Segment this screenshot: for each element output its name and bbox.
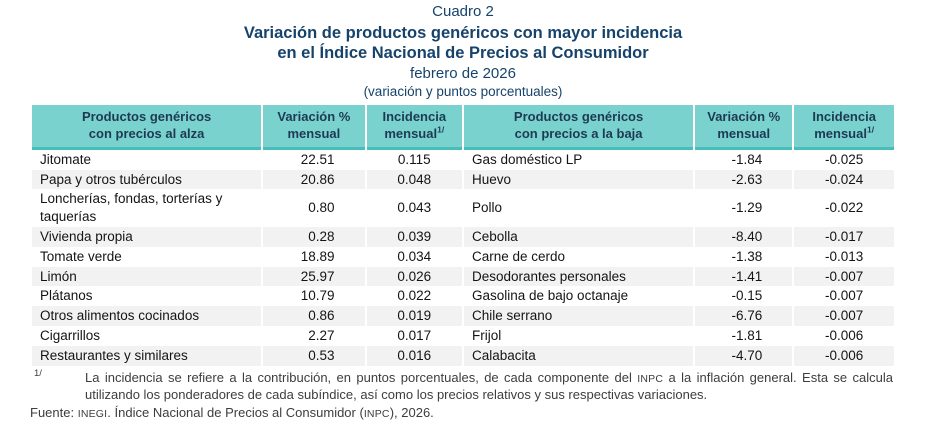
product-alza-cell: Limón — [32, 266, 262, 287]
page-title-line2: en el Índice Nacional de Precios al Cons… — [277, 44, 649, 63]
incidence-baja-cell: -0.007 — [825, 288, 864, 304]
incidence-baja-cell: -0.007 — [794, 306, 894, 326]
table-body: Jitomate 22.51 0.115 Gas doméstico LP -1.84 -… — [32, 150, 894, 366]
table-row: Otros alimentos cocinados 0.86 0.019 Chile … — [32, 306, 894, 326]
variation-alza-cell: 2.27 — [308, 328, 335, 343]
footnote-marker: 1/ — [34, 367, 42, 379]
incidence-baja-cell: -0.025 — [825, 151, 864, 167]
col-header-5: Incidencia mensual1/ — [794, 105, 894, 150]
variation-alza-cell: 20.86 — [263, 169, 365, 190]
incidence-alza-cell: 0.017 — [397, 328, 432, 343]
table-header: Productos genéricos con precios al alza Va… — [32, 105, 894, 150]
incidence-baja-cell: -0.006 — [794, 345, 894, 366]
col-header-4: Variación % mensual — [695, 105, 793, 150]
table-row: Papa y otros tubérculos 20.86 0.048 Huevo -2… — [32, 169, 894, 190]
incidence-baja-cell: -0.013 — [825, 248, 864, 264]
product-alza-cell: Jitomate — [40, 151, 92, 167]
product-baja-cell: Carne de cerdo — [471, 248, 566, 264]
incidence-baja-cell: -0.022 — [825, 200, 864, 216]
incidence-baja-cell: -0.024 — [794, 169, 894, 190]
page-title-line1: Variación de productos genéricos con may… — [243, 24, 683, 42]
variation-baja-cell: -4.70 — [695, 345, 793, 366]
incidence-alza-cell: 0.034 — [397, 248, 432, 264]
header-row: Productos genéricos con precios al alza Va… — [32, 105, 894, 150]
col-header-1: Variación % mensual — [263, 105, 365, 150]
variation-baja-cell: -0.15 — [731, 288, 763, 304]
product-baja-cell: Huevo — [463, 169, 694, 190]
product-alza-cell: Restaurantes y similares — [32, 345, 262, 366]
table-row: Cigarrillos 2.27 0.017 Frijol -1.81 -0.006 — [32, 326, 894, 346]
product-baja-cell: Pollo — [471, 200, 503, 216]
incidence-alza-cell: 0.043 — [397, 200, 432, 216]
product-baja-cell: Gasolina de bajo octanaje — [471, 288, 629, 304]
incidence-alza-cell: 0.026 — [366, 266, 462, 287]
incidence-alza-cell: 0.016 — [366, 345, 462, 366]
variation-alza-cell: 0.86 — [263, 306, 365, 326]
variation-baja-cell: -1.38 — [731, 248, 763, 264]
product-alza-cell: Vivienda propia — [32, 226, 262, 247]
product-alza-cell: Otros alimentos cocinados — [32, 306, 262, 326]
col-header-3: Productos genéricos con precios a la baja — [463, 105, 694, 150]
product-baja-cell: Gas doméstico LP — [471, 151, 583, 167]
table-row: Limón 25.97 0.026 Desodorantes personales -1… — [32, 266, 894, 287]
variation-alza-cell: 22.51 — [300, 151, 335, 167]
variation-alza-cell: 0.80 — [308, 200, 335, 216]
product-baja-cell: Calabacita — [463, 345, 694, 366]
variation-baja-cell: -2.63 — [695, 169, 793, 190]
incidence-baja-cell: -0.006 — [825, 328, 864, 343]
variation-baja-cell: -8.40 — [695, 226, 793, 247]
variation-baja-cell: -6.76 — [695, 306, 793, 326]
product-baja-cell: Chile serrano — [463, 306, 694, 326]
variation-alza-cell: 18.89 — [300, 248, 335, 264]
table-row: Jitomate 22.51 0.115 Gas doméstico LP -1.84 -… — [32, 150, 894, 170]
product-alza-cell: Loncherías, fondas, torterías y taquería… — [40, 191, 223, 225]
variation-baja-cell: -1.29 — [731, 200, 763, 216]
title-block: Cuadro 2 Variación de productos genérico… — [0, 0, 926, 100]
product-alza-cell: Tomate verde — [40, 248, 122, 264]
table-row: Plátanos 10.79 0.022 Gasolina de bajo octan… — [32, 286, 894, 306]
table-caption: Cuadro 2 — [432, 3, 494, 20]
incidence-alza-cell: 0.022 — [397, 288, 432, 304]
incidence-alza-cell: 0.019 — [366, 306, 462, 326]
source-line: Fuente: INEGI. Índice Nacional de Precio… — [30, 404, 434, 420]
variation-baja-cell: -1.84 — [731, 151, 763, 167]
table-row: Vivienda propia 0.28 0.039 Cebolla -8.40 -0.0… — [32, 226, 894, 247]
table-row: Tomate verde 18.89 0.034 Carne de cerdo -1.3… — [32, 247, 894, 267]
product-baja-cell: Cebolla — [463, 226, 694, 247]
product-alza-cell: Cigarrillos — [40, 328, 101, 343]
variation-alza-cell: 0.53 — [263, 345, 365, 366]
footnote-text: La incidencia se refiere a la contribuci… — [85, 369, 893, 403]
variation-alza-cell: 25.97 — [263, 266, 365, 287]
col-header-0: Productos genéricos con precios al alza — [32, 105, 262, 150]
incidence-baja-cell: -0.017 — [794, 226, 894, 247]
incidence-baja-cell: -0.007 — [794, 266, 894, 287]
variation-baja-cell: -1.41 — [695, 266, 793, 287]
incidence-alza-cell: 0.039 — [366, 226, 462, 247]
footnote: 1/ La incidencia se refiere a la contrib… — [30, 367, 894, 404]
product-baja-cell: Frijol — [471, 328, 502, 343]
product-alza-cell: Papa y otros tubérculos — [32, 169, 262, 190]
incidence-alza-cell: 0.048 — [366, 169, 462, 190]
incidence-alza-cell: 0.115 — [397, 151, 431, 167]
product-alza-cell: Plátanos — [40, 288, 93, 304]
table-row: Loncherías, fondas, torterías y taquería… — [32, 189, 894, 227]
units-note: (variación y puntos porcentuales) — [363, 84, 563, 100]
variation-baja-cell: -1.81 — [731, 328, 763, 343]
variation-alza-cell: 10.79 — [300, 288, 335, 304]
variation-alza-cell: 0.28 — [263, 226, 365, 247]
col-header-2: Incidencia mensual1/ — [366, 105, 462, 150]
product-baja-cell: Desodorantes personales — [463, 266, 694, 287]
incidencia-table: Productos genéricos con precios al alza Va… — [30, 105, 896, 366]
table-row: Restaurantes y similares 0.53 0.016 Calabac… — [32, 345, 894, 366]
period-subtitle: febrero de 2026 — [410, 65, 516, 83]
